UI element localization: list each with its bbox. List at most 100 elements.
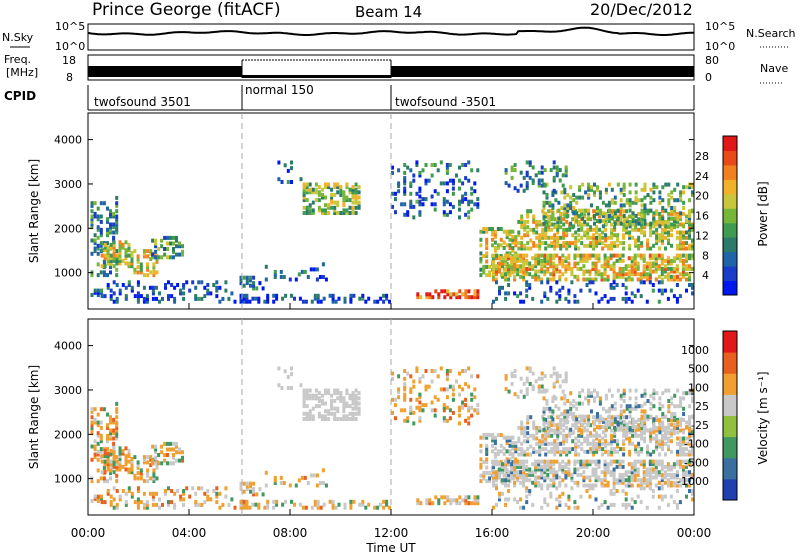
- power-cell: [691, 185, 694, 190]
- velocity-cell: [655, 447, 659, 452]
- power-cell: [666, 258, 670, 263]
- power-cell: [619, 198, 623, 203]
- velocity-cell: [415, 369, 419, 373]
- power-cell: [215, 288, 219, 293]
- power-cell: [585, 277, 589, 282]
- velocity-cell: [179, 494, 183, 499]
- velocity-cell: [485, 457, 489, 462]
- velocity-cell: [502, 435, 506, 440]
- power-cell: [272, 293, 276, 298]
- velocity-cell: [334, 505, 338, 510]
- power-cell: [666, 261, 670, 266]
- velocity-cell: [479, 443, 483, 448]
- power-cell: [419, 295, 423, 300]
- power-cell: [597, 256, 601, 261]
- velocity-cell: [676, 404, 680, 409]
- power-cell: [491, 227, 494, 231]
- power-cell: [646, 238, 650, 243]
- power-cell: [324, 195, 327, 200]
- velocity-cell: [584, 396, 588, 401]
- power-cell: [658, 216, 662, 221]
- power-cell: [182, 285, 186, 290]
- velocity-cell: [550, 449, 554, 454]
- power-cell: [488, 270, 492, 275]
- power-cell: [607, 246, 611, 251]
- power-cell: [286, 168, 290, 173]
- velocity-cell: [663, 480, 667, 485]
- power-cell: [646, 222, 650, 227]
- velocity-cell: [558, 475, 562, 480]
- power-cell: [544, 214, 548, 219]
- velocity-cell: [558, 494, 562, 499]
- power-cell: [321, 192, 324, 197]
- power-cell: [592, 235, 596, 240]
- power-cell: [106, 227, 109, 232]
- velocity-cell: [302, 401, 306, 406]
- power-cell: [578, 208, 582, 213]
- power-cell: [498, 269, 501, 274]
- velocity-cell: [678, 483, 682, 488]
- power-cell: [618, 274, 622, 279]
- velocity-cell: [649, 427, 653, 432]
- velocity-cell: [409, 397, 413, 402]
- velocity-cell: [458, 371, 461, 376]
- velocity-cell: [379, 502, 383, 507]
- power-cell: [302, 182, 306, 187]
- velocity-cell: [655, 436, 659, 441]
- power-cell: [333, 182, 337, 187]
- power-cell: [543, 272, 547, 277]
- power-cell: [520, 217, 524, 222]
- power-cell: [155, 296, 158, 301]
- power-cell: [385, 296, 389, 301]
- velocity-cell: [488, 479, 492, 484]
- power-cell: [664, 230, 667, 235]
- velocity-cell: [637, 427, 641, 432]
- power-cell: [130, 256, 134, 261]
- velocity-cell: [498, 497, 501, 502]
- velocity-cell: [585, 475, 589, 480]
- power-cell: [118, 291, 122, 296]
- velocity-cell: [181, 458, 184, 463]
- power-cell: [631, 211, 635, 216]
- power-cell: [504, 168, 508, 173]
- power-cell: [109, 211, 112, 216]
- velocity-cell: [676, 449, 679, 454]
- velocity-cell: [541, 447, 545, 452]
- power-cell: [252, 286, 256, 291]
- power-cell: [418, 212, 422, 217]
- power-cell: [688, 182, 692, 187]
- power-cell: [142, 285, 146, 290]
- power-cell: [658, 235, 662, 240]
- velocity-cell: [315, 483, 319, 488]
- power-cell: [266, 293, 270, 298]
- power-cell: [522, 274, 526, 279]
- velocity-cell: [525, 486, 529, 491]
- power-cell: [96, 206, 100, 211]
- velocity-cell: [115, 407, 119, 412]
- velocity-cell: [562, 423, 566, 428]
- velocity-cell: [572, 417, 576, 422]
- velocity-cell: [342, 409, 346, 414]
- power-cell: [526, 219, 530, 224]
- colorbar-tick-label: 1000: [681, 344, 709, 357]
- velocity-cell: [603, 462, 607, 467]
- velocity-cell: [679, 436, 682, 441]
- power-cell: [622, 227, 626, 232]
- power-cell: [615, 274, 619, 279]
- power-cell: [562, 233, 566, 238]
- power-cell: [639, 294, 643, 299]
- power-cell: [618, 258, 622, 263]
- power-cell: [424, 163, 428, 167]
- velocity-cell: [691, 452, 694, 457]
- velocity-cell: [585, 459, 589, 464]
- velocity-cell: [106, 464, 110, 469]
- velocity-cell: [615, 459, 619, 464]
- velocity-cell: [688, 431, 691, 436]
- velocity-cell: [127, 448, 131, 453]
- power-cell: [154, 249, 158, 254]
- velocity-cell: [676, 388, 680, 393]
- power-cell: [607, 182, 611, 187]
- power-cell: [155, 270, 159, 275]
- velocity-cell: [501, 464, 504, 469]
- velocity-cell: [613, 419, 617, 424]
